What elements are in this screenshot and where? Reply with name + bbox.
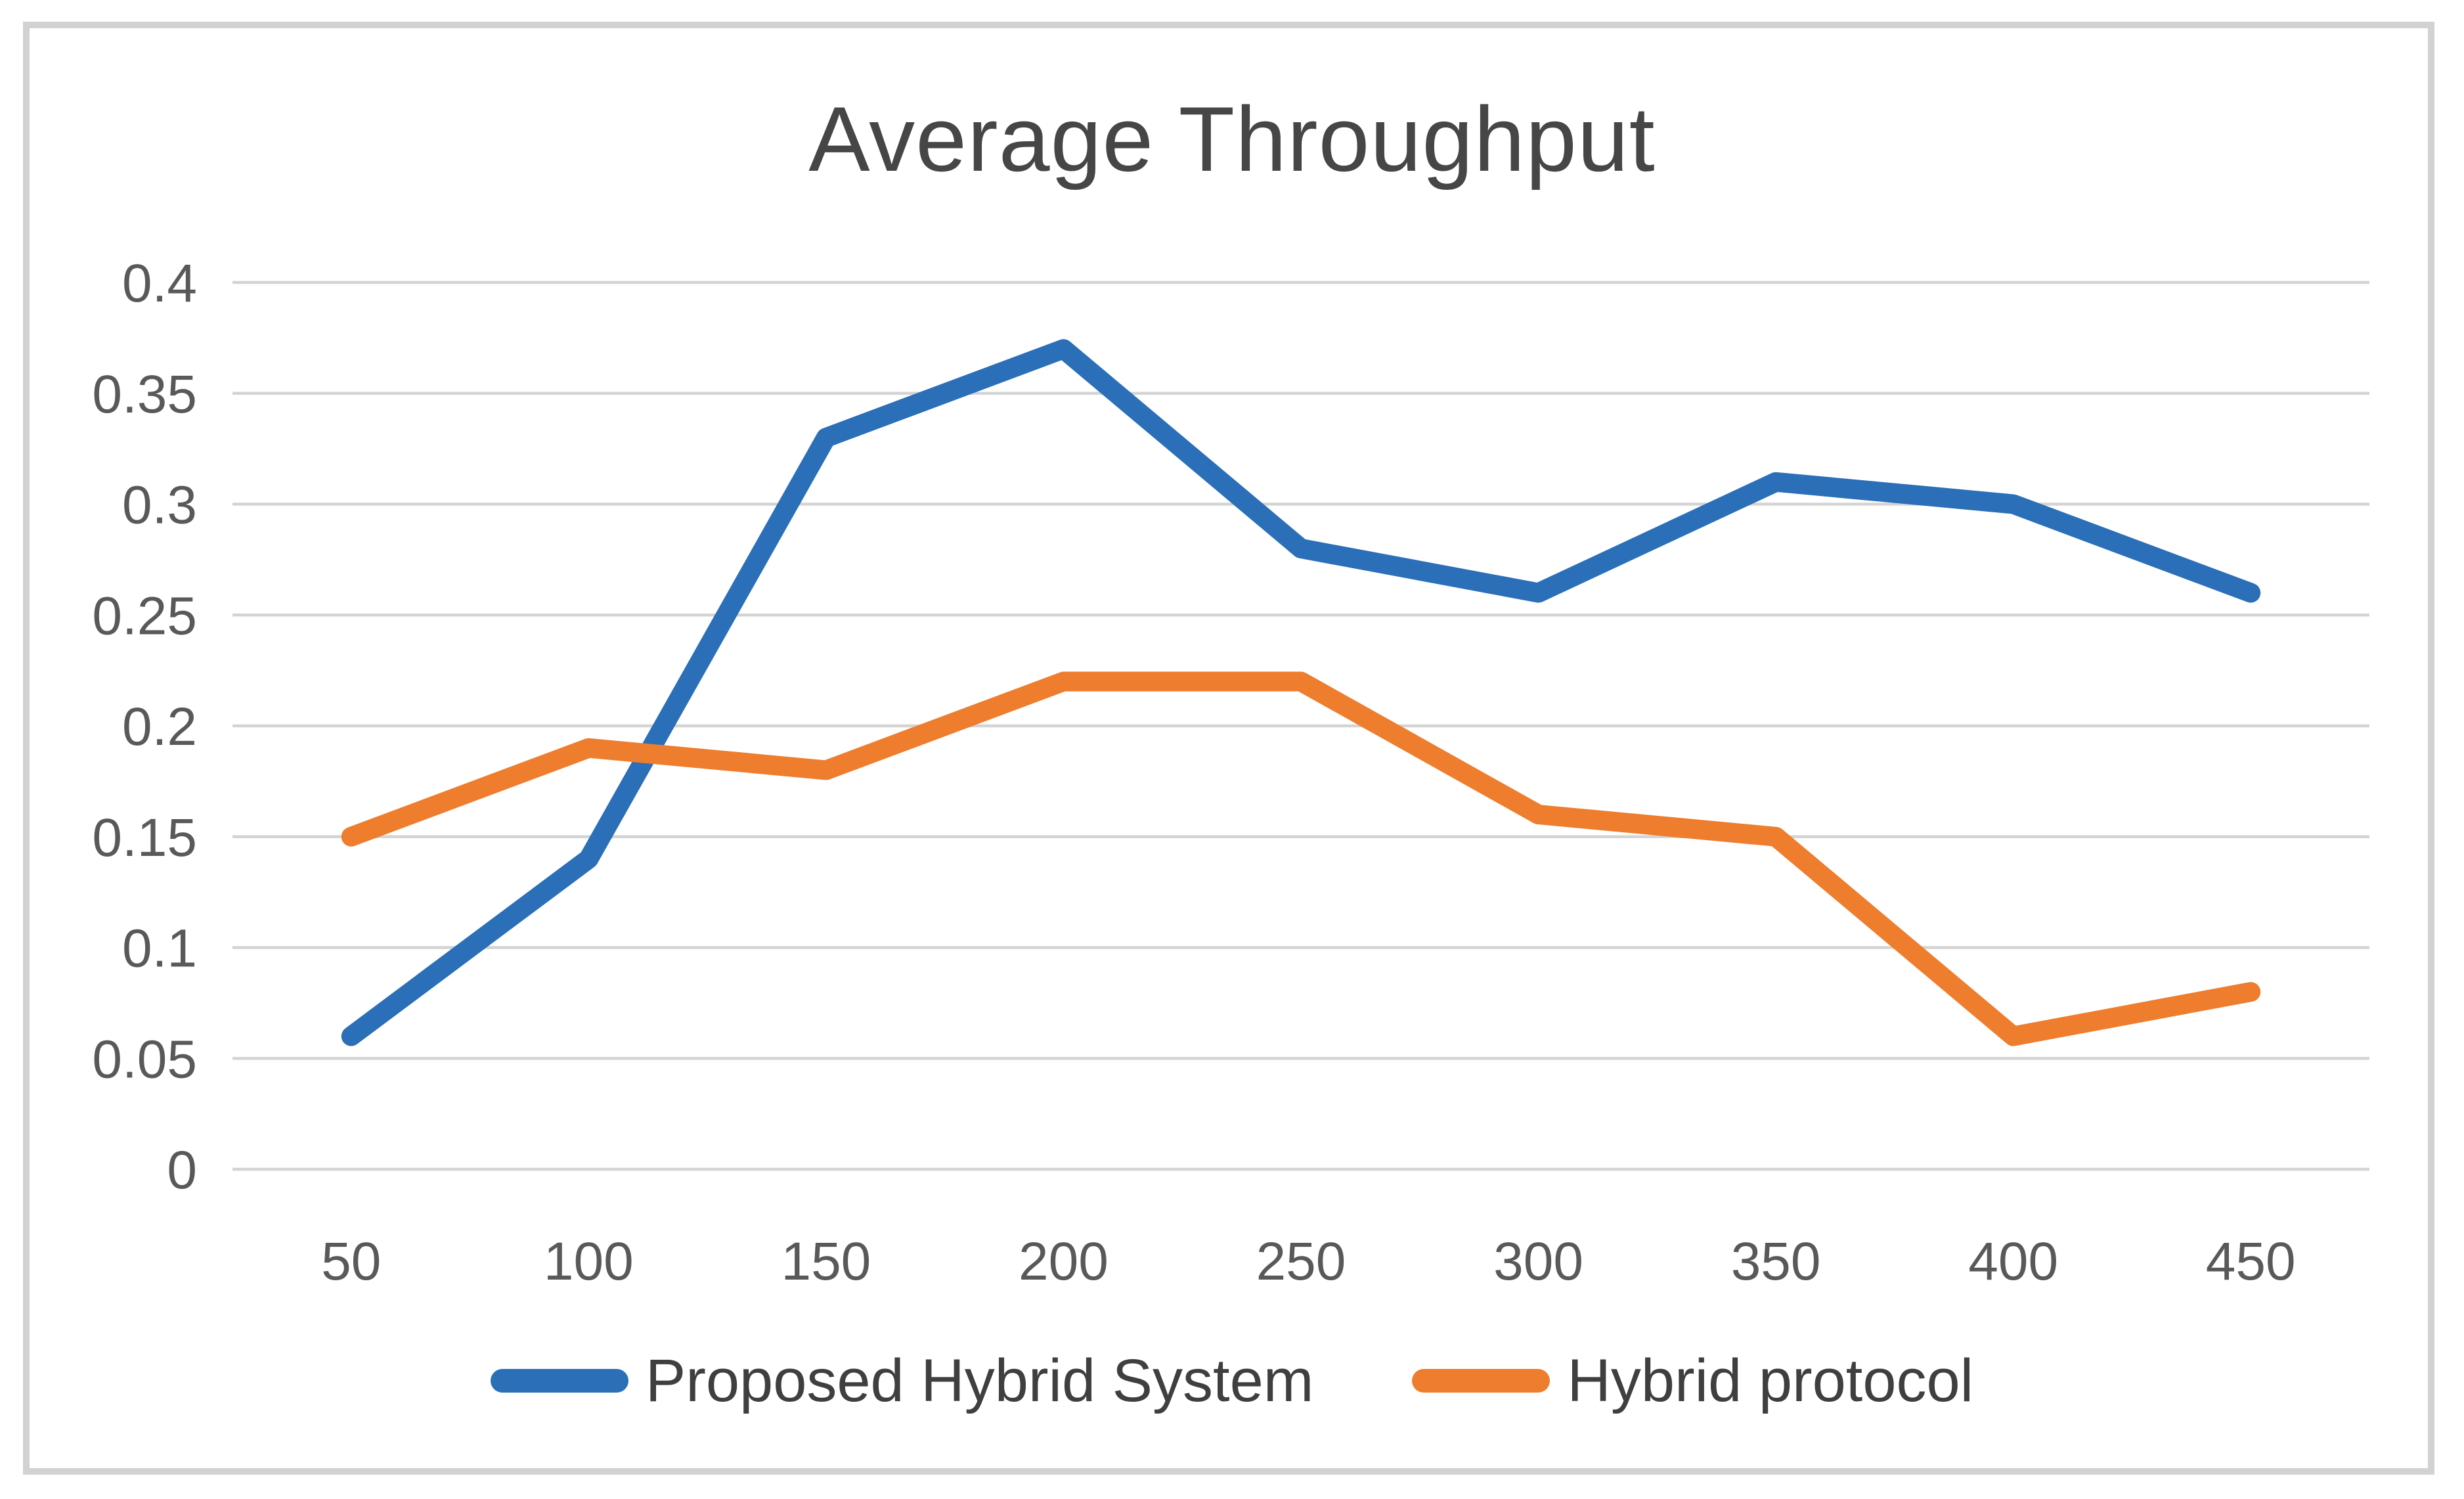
y-axis-tick-label: 0.3: [122, 476, 197, 535]
x-axis-tick-label: 450: [2206, 1232, 2296, 1291]
x-axis-tick-label: 400: [1968, 1232, 2058, 1291]
y-axis-tick-label: 0: [167, 1140, 197, 1200]
legend-line-swatch-icon: [490, 1369, 628, 1393]
y-axis-tick-label: 0.25: [92, 586, 197, 646]
legend-item-hybrid-protocol: Hybrid protocol: [1412, 1347, 1973, 1416]
series-line-hybrid-protocol: [341, 671, 2261, 1046]
series-line-proposed-hybrid-system: [341, 339, 2261, 1046]
x-axis-tick-label: 200: [1019, 1232, 1109, 1291]
x-axis-tick-label: 350: [1731, 1232, 1821, 1291]
legend: Proposed Hybrid System Hybrid protocol: [30, 1341, 2434, 1420]
legend-label: Proposed Hybrid System: [645, 1347, 1314, 1414]
legend-line-swatch-icon: [1412, 1369, 1551, 1393]
y-axis-tick-label: 0.2: [122, 697, 197, 757]
y-axis-tick-label: 0.15: [92, 808, 197, 868]
x-axis-tick-label: 300: [1493, 1232, 1583, 1291]
x-axis-tick-label: 50: [321, 1232, 381, 1291]
legend-item-proposed-hybrid-system: Proposed Hybrid System: [490, 1347, 1314, 1416]
x-axis-tick-label: 250: [1256, 1232, 1346, 1291]
y-axis-tick-label: 0.05: [92, 1029, 197, 1089]
chart-title: Average Throughput: [808, 87, 1656, 190]
y-axis-tick-label: 0.35: [92, 365, 197, 424]
x-axis-tick-label: 100: [544, 1232, 634, 1291]
legend-label: Hybrid protocol: [1567, 1347, 1974, 1414]
y-axis-tick-label: 0.1: [122, 919, 197, 979]
x-axis-tick-label: 150: [781, 1232, 871, 1291]
y-axis-tick-label: 0.4: [122, 254, 197, 313]
chart-frame: [23, 22, 2434, 1475]
